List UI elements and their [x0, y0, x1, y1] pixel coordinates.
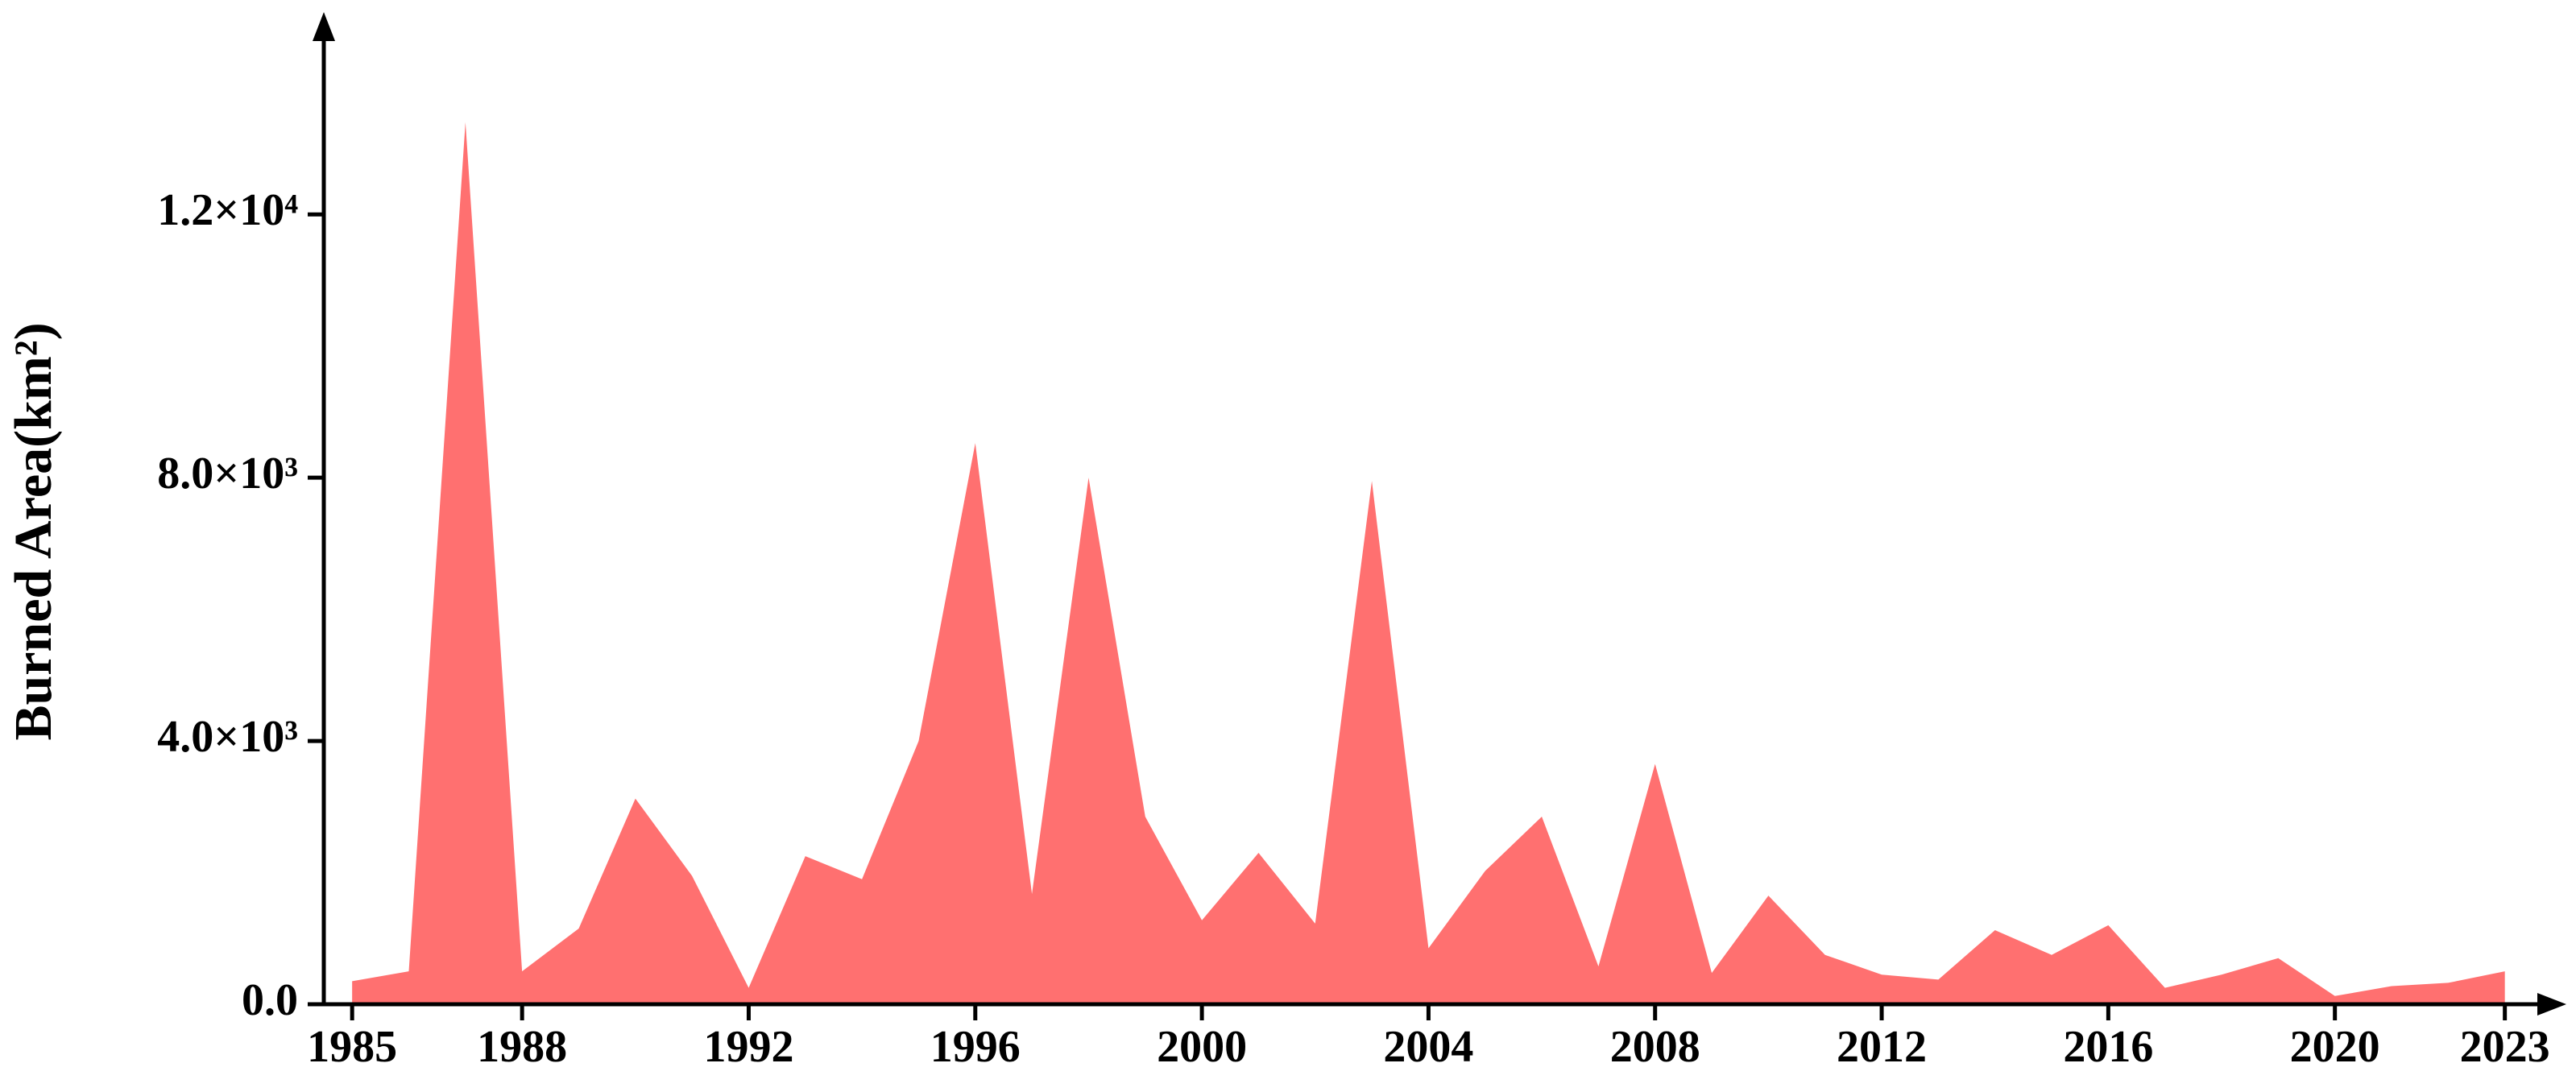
x-tick-label: 2012	[1837, 1022, 1927, 1072]
y-axis-arrow	[313, 12, 335, 41]
x-tick-label: 2004	[1383, 1022, 1473, 1072]
area	[352, 122, 2505, 1005]
x-tick-label: 2000	[1157, 1022, 1247, 1072]
y-tick-label: 1.2×10⁴	[157, 185, 298, 235]
x-tick-label: 2008	[1610, 1022, 1700, 1072]
x-tick-label: 1985	[307, 1022, 397, 1072]
x-tick-label: 1992	[703, 1022, 793, 1072]
x-tick-label: 2020	[2290, 1022, 2380, 1072]
x-tick-label: 2023	[2460, 1022, 2550, 1072]
y-axis-title: Burned Area(km²)	[4, 322, 63, 740]
x-tick-label: 1988	[477, 1022, 567, 1072]
y-tick-label: 8.0×10³	[157, 449, 298, 498]
y-tick-label: 0.0	[242, 975, 298, 1025]
x-axis-arrow	[2537, 993, 2566, 1016]
x-tick-label: 1996	[930, 1022, 1021, 1072]
x-tick-label: 2016	[2063, 1022, 2153, 1072]
y-tick-label: 4.0×10³	[157, 712, 298, 762]
